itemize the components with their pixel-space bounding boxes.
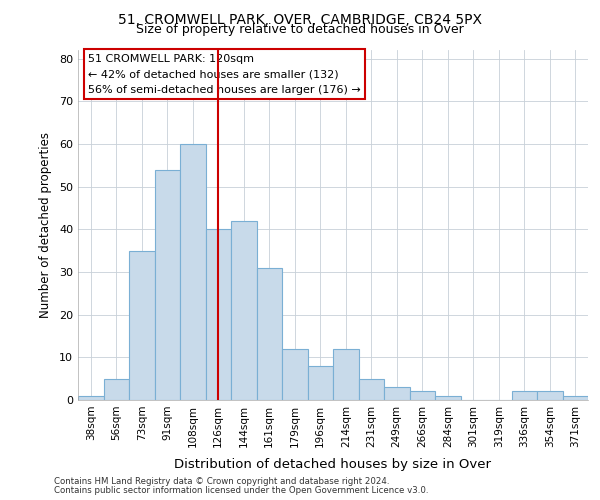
Bar bbox=[537, 392, 563, 400]
Bar bbox=[180, 144, 205, 400]
Bar bbox=[409, 392, 435, 400]
Text: Contains HM Land Registry data © Crown copyright and database right 2024.: Contains HM Land Registry data © Crown c… bbox=[54, 477, 389, 486]
Bar bbox=[359, 378, 384, 400]
Text: Contains public sector information licensed under the Open Government Licence v3: Contains public sector information licen… bbox=[54, 486, 428, 495]
Bar bbox=[78, 396, 104, 400]
Bar bbox=[511, 392, 537, 400]
Bar bbox=[384, 387, 409, 400]
Bar bbox=[104, 378, 129, 400]
Bar bbox=[333, 349, 359, 400]
Bar bbox=[231, 220, 257, 400]
Text: 51, CROMWELL PARK, OVER, CAMBRIDGE, CB24 5PX: 51, CROMWELL PARK, OVER, CAMBRIDGE, CB24… bbox=[118, 12, 482, 26]
Bar bbox=[129, 250, 155, 400]
Text: Size of property relative to detached houses in Over: Size of property relative to detached ho… bbox=[136, 22, 464, 36]
Bar bbox=[435, 396, 461, 400]
X-axis label: Distribution of detached houses by size in Over: Distribution of detached houses by size … bbox=[175, 458, 491, 471]
Y-axis label: Number of detached properties: Number of detached properties bbox=[39, 132, 52, 318]
Bar bbox=[563, 396, 588, 400]
Bar bbox=[155, 170, 180, 400]
Bar bbox=[205, 230, 231, 400]
Bar bbox=[257, 268, 282, 400]
Bar bbox=[282, 349, 308, 400]
Text: 51 CROMWELL PARK: 120sqm
← 42% of detached houses are smaller (132)
56% of semi-: 51 CROMWELL PARK: 120sqm ← 42% of detach… bbox=[88, 54, 361, 94]
Bar bbox=[308, 366, 333, 400]
